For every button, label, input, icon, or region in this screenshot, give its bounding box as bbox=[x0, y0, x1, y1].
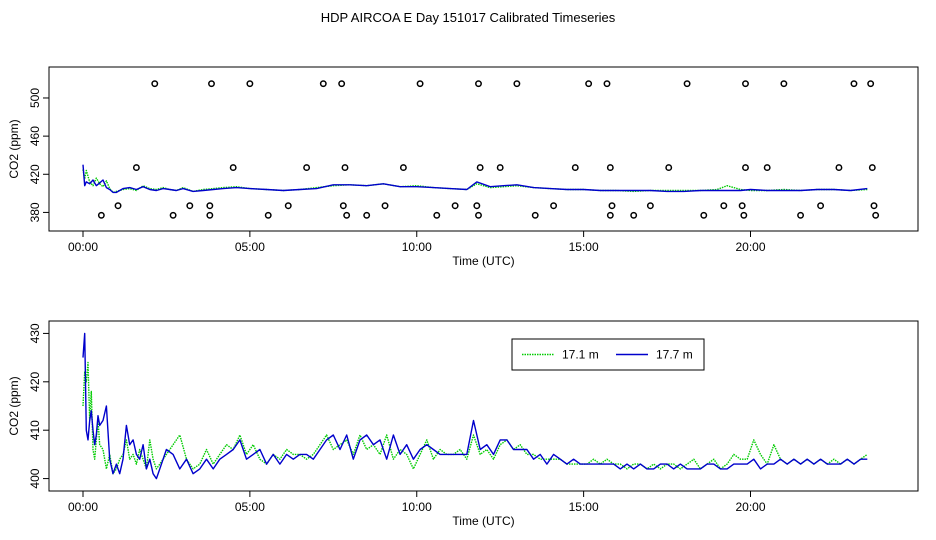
top-x-tick-label: 15:00 bbox=[569, 240, 599, 254]
top-flag-marker bbox=[169, 211, 177, 219]
top-flag-marker bbox=[496, 164, 504, 172]
top-flag-marker bbox=[319, 80, 327, 88]
top-flag-marker bbox=[476, 164, 484, 172]
top-flag-marker bbox=[872, 211, 880, 219]
top-flag-marker bbox=[870, 202, 878, 210]
top-flag-marker bbox=[646, 202, 654, 210]
top-x-tick-label: 10:00 bbox=[402, 240, 432, 254]
top-flag-marker bbox=[114, 202, 122, 210]
top-x-tick-label: 05:00 bbox=[235, 240, 265, 254]
top-series-line-2 bbox=[82, 164, 868, 194]
top-flag-marker bbox=[606, 211, 614, 219]
top-flag-marker bbox=[738, 202, 746, 210]
top-x-tick-label: 00:00 bbox=[68, 240, 98, 254]
bottom-x-tick-label: 05:00 bbox=[235, 500, 265, 514]
top-flag-marker bbox=[206, 202, 214, 210]
top-flag-marker bbox=[229, 164, 237, 172]
figure-title: HDP AIRCOA E Day 151017 Calibrated Times… bbox=[321, 10, 616, 25]
top-flag-marker bbox=[867, 80, 875, 88]
top-flag-marker bbox=[571, 164, 579, 172]
top-flag-marker bbox=[817, 202, 825, 210]
top-flag-marker bbox=[416, 80, 424, 88]
top-flag-marker bbox=[303, 164, 311, 172]
top-flag-marker bbox=[513, 80, 521, 88]
top-flag-marker bbox=[206, 211, 214, 219]
bottom-y-tick-label: 420 bbox=[28, 371, 42, 391]
top-panel: 00:00 05:00 10:00 15:00 20:00 380 420 460 500 Tim… bbox=[7, 66, 919, 268]
top-y-tick-label: 380 bbox=[28, 202, 42, 222]
top-flag-marker bbox=[475, 211, 482, 219]
top-flag-marker bbox=[433, 211, 441, 219]
top-flag-marker bbox=[683, 80, 691, 88]
top-y-axis-label: CO2 (ppm) bbox=[7, 119, 21, 178]
top-flag-marker bbox=[763, 164, 771, 172]
top-flag-marker bbox=[606, 164, 614, 172]
top-flag-marker bbox=[742, 80, 749, 88]
top-flag-marker bbox=[630, 211, 638, 219]
top-flag-marker bbox=[603, 80, 611, 88]
top-flag-marker bbox=[740, 211, 748, 219]
bottom-series-line-2 bbox=[82, 332, 868, 480]
top-flag-marker bbox=[343, 211, 351, 219]
top-flag-marker bbox=[700, 211, 708, 219]
legend-label-2: 17.7 m bbox=[656, 348, 693, 362]
top-flag-marker bbox=[868, 164, 876, 172]
bottom-series-group bbox=[82, 332, 868, 480]
top-flag-marker bbox=[797, 211, 805, 219]
top-y-tick-label: 420 bbox=[28, 164, 42, 184]
top-flag-marker bbox=[363, 211, 371, 219]
top-flag-marker bbox=[473, 202, 481, 210]
top-flag-marker bbox=[264, 211, 272, 219]
bottom-x-tick-label: 20:00 bbox=[735, 500, 765, 514]
legend-label-1: 17.1 m bbox=[562, 348, 599, 362]
legend: 17.1 m 17.7 m bbox=[511, 338, 705, 371]
bottom-y-tick-label: 430 bbox=[28, 323, 42, 343]
top-flag-marker bbox=[451, 202, 459, 210]
bottom-y-tick-label: 410 bbox=[28, 420, 42, 440]
top-flag-marker bbox=[132, 164, 140, 172]
top-flag-marker bbox=[399, 164, 407, 172]
bottom-x-tick-label: 15:00 bbox=[569, 500, 599, 514]
top-flag-marker bbox=[151, 80, 159, 88]
legend-box bbox=[511, 338, 705, 371]
bottom-plot-frame bbox=[48, 320, 919, 492]
top-flag-marker bbox=[284, 202, 292, 210]
bottom-y-tick-label: 400 bbox=[28, 468, 42, 488]
top-flag-marker bbox=[339, 202, 347, 210]
top-flag-marker bbox=[208, 80, 215, 88]
top-flag-marker bbox=[550, 202, 558, 210]
top-y-tick-label: 460 bbox=[28, 126, 42, 146]
top-flag-marker bbox=[742, 164, 749, 172]
top-flag-marker bbox=[97, 211, 105, 219]
top-plot-frame bbox=[48, 66, 919, 232]
top-flag-marker bbox=[186, 202, 194, 210]
bottom-x-tick-label: 10:00 bbox=[402, 500, 432, 514]
top-x-axis-label: Time (UTC) bbox=[452, 254, 514, 268]
top-flag-marker bbox=[780, 80, 788, 88]
bottom-x-axis-label: Time (UTC) bbox=[452, 514, 514, 528]
bottom-y-axis-label: CO2 (ppm) bbox=[7, 376, 21, 435]
top-flag-marker bbox=[531, 211, 539, 219]
bottom-x-tick-label: 00:00 bbox=[68, 500, 98, 514]
bottom-series-line-1 bbox=[82, 361, 868, 475]
top-flag-marker bbox=[585, 80, 593, 88]
top-y-tick-label: 500 bbox=[28, 88, 42, 108]
top-flag-marker bbox=[246, 80, 254, 88]
top-flag-marker bbox=[835, 164, 843, 172]
top-flag-marker bbox=[341, 164, 349, 172]
top-flag-marker bbox=[381, 202, 389, 210]
top-flag-marker bbox=[850, 80, 858, 88]
top-flag-marker bbox=[338, 80, 346, 88]
top-flag-marker bbox=[720, 202, 728, 210]
top-flag-marker bbox=[665, 164, 673, 172]
top-x-tick-label: 20:00 bbox=[735, 240, 765, 254]
top-series-group bbox=[82, 80, 880, 219]
top-flag-marker bbox=[475, 80, 482, 88]
top-flag-marker bbox=[608, 202, 616, 210]
bottom-panel: 00:00 05:00 10:00 15:00 20:00 400 410 420 430 Tim… bbox=[7, 320, 919, 528]
